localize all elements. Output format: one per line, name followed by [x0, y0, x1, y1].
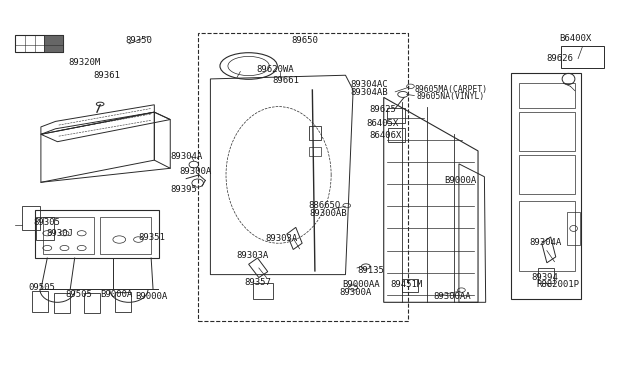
Bar: [401, 279, 418, 292]
Text: 86405X: 86405X: [366, 119, 398, 128]
Text: 89304A: 89304A: [529, 238, 561, 247]
Text: 89304A: 89304A: [170, 152, 202, 161]
Text: 89661: 89661: [272, 76, 299, 85]
Bar: [115, 292, 131, 312]
Bar: [15, 35, 63, 52]
Text: 89135: 89135: [357, 266, 384, 275]
Text: 89303A: 89303A: [266, 234, 298, 243]
Bar: [387, 108, 404, 123]
Text: B9000AA: B9000AA: [342, 280, 380, 289]
Bar: [253, 283, 273, 299]
Text: 89395: 89395: [170, 185, 197, 194]
Text: 89620WA: 89620WA: [256, 65, 294, 74]
Text: 89320M: 89320M: [68, 58, 100, 67]
Bar: [84, 293, 100, 313]
Bar: [44, 35, 63, 52]
Text: 89626: 89626: [546, 54, 573, 63]
Text: 89605MA(CARPET): 89605MA(CARPET): [414, 85, 488, 94]
Bar: [519, 201, 575, 271]
Text: 89300AA: 89300AA: [433, 292, 471, 301]
Bar: [308, 126, 321, 140]
Text: 89305: 89305: [33, 218, 60, 227]
Text: 86406X: 86406X: [370, 131, 402, 140]
Text: 89304AC: 89304AC: [351, 80, 388, 89]
Text: B6400X: B6400X: [559, 34, 591, 43]
Text: 89451M: 89451M: [390, 280, 422, 289]
Bar: [22, 206, 40, 230]
Bar: [35, 210, 159, 258]
Text: 89505: 89505: [65, 291, 92, 299]
Text: B9000A: B9000A: [135, 292, 168, 301]
Text: 89304AB: 89304AB: [351, 89, 388, 97]
Bar: [388, 128, 404, 142]
Text: R882001P: R882001P: [537, 280, 580, 289]
Text: 89625: 89625: [370, 105, 397, 114]
Text: 89300A: 89300A: [180, 167, 212, 176]
Text: 09505: 09505: [28, 283, 55, 292]
Bar: [538, 268, 554, 283]
Text: B9000A: B9000A: [444, 176, 477, 185]
Text: B9000A: B9000A: [100, 291, 132, 299]
Bar: [519, 155, 575, 194]
Bar: [309, 147, 321, 157]
Text: 89394: 89394: [532, 273, 559, 282]
Bar: [43, 217, 94, 254]
Text: 89351: 89351: [138, 233, 165, 242]
Bar: [567, 212, 580, 245]
Bar: [511, 73, 581, 299]
Bar: [36, 217, 54, 240]
Bar: [519, 112, 575, 151]
Text: 89361: 89361: [94, 71, 121, 80]
Bar: [100, 217, 151, 254]
Text: 89650: 89650: [291, 36, 318, 45]
Bar: [519, 83, 575, 108]
Bar: [561, 46, 604, 68]
Text: 89300AB: 89300AB: [310, 209, 348, 218]
Text: 89350: 89350: [125, 36, 152, 45]
Text: 89605NA(VINYL): 89605NA(VINYL): [416, 92, 484, 101]
Bar: [198, 33, 408, 321]
Text: 89357: 89357: [245, 278, 272, 287]
Text: 88665Q: 88665Q: [308, 201, 340, 210]
Bar: [54, 293, 70, 313]
Text: 89303A: 89303A: [236, 251, 268, 260]
Text: 8930J: 8930J: [46, 230, 73, 238]
Text: 89300A: 89300A: [339, 288, 371, 297]
Bar: [32, 291, 48, 311]
